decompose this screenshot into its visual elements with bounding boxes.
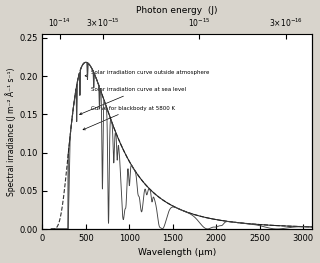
X-axis label: Photon energy  (J): Photon energy (J) [136,6,218,14]
Text: Curve for blackbody at 5800 K: Curve for blackbody at 5800 K [83,106,175,130]
Text: Solar irradiation curve outside atmosphere: Solar irradiation curve outside atmosphe… [85,70,210,77]
Y-axis label: Spectral irradiance (J m⁻² Å⁻¹ s⁻¹): Spectral irradiance (J m⁻² Å⁻¹ s⁻¹) [5,67,16,196]
X-axis label: Wavelength (μm): Wavelength (μm) [138,249,216,257]
Text: Solar irradiation curve at sea level: Solar irradiation curve at sea level [80,87,186,115]
